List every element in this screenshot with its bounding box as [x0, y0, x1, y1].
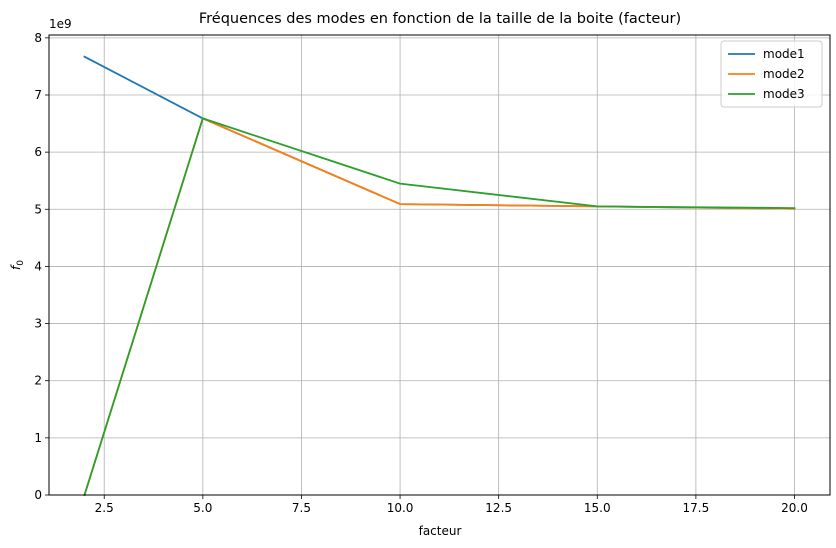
y-tick-label: 8 — [34, 31, 42, 45]
y-tick-label: 2 — [34, 374, 42, 388]
y-tick-label: 3 — [34, 317, 42, 331]
y-tick-label: 4 — [34, 259, 42, 273]
grid — [49, 35, 830, 496]
y-offset-label: 1e9 — [49, 17, 72, 31]
x-tick-label: 5.0 — [193, 501, 212, 515]
y-axis-label-main: f — [9, 264, 23, 270]
y-axis-label-subscript: 0 — [16, 260, 26, 266]
plot-frame — [48, 34, 831, 496]
x-tick-label: 12.5 — [485, 501, 512, 515]
x-tick-label: 10.0 — [387, 501, 414, 515]
series-line-mode3 — [83, 117, 796, 497]
legend-label-mode3: mode3 — [763, 87, 805, 101]
legend-label-mode2: mode2 — [763, 67, 805, 81]
x-tick-label: 2.5 — [95, 501, 114, 515]
x-axis-label: facteur — [419, 524, 462, 538]
series-line-mode1 — [83, 55, 796, 210]
x-tick-label: 20.0 — [781, 501, 808, 515]
y-tick-label: 5 — [34, 202, 42, 216]
x-tick-label: 17.5 — [683, 501, 710, 515]
legend-label-mode1: mode1 — [763, 47, 805, 61]
chart-title: Fréquences des modes en fonction de la t… — [199, 11, 681, 27]
legend: mode1 mode2 mode3 — [720, 40, 823, 108]
y-axis: 0 1 2 3 4 5 6 7 8 — [34, 31, 49, 502]
y-tick-label: 1 — [34, 431, 42, 445]
legend-box — [720, 40, 823, 108]
x-axis: 2.5 5.0 7.5 10.0 12.5 15.0 17.5 20.0 — [95, 495, 808, 515]
y-axis-label: f0 — [9, 260, 26, 270]
y-tick-label: 0 — [34, 488, 42, 502]
series-lines — [83, 55, 796, 497]
x-tick-label: 15.0 — [584, 501, 611, 515]
series-line-mode2 — [83, 117, 796, 497]
y-tick-label: 7 — [34, 88, 42, 102]
y-tick-label: 6 — [34, 145, 42, 159]
x-tick-label: 7.5 — [292, 501, 311, 515]
